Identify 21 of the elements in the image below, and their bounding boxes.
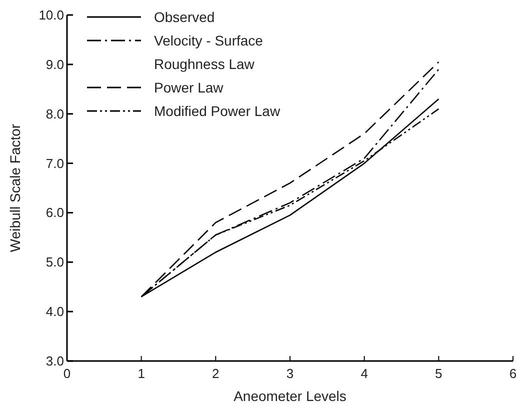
y-tick-label: 3.0 bbox=[46, 354, 64, 368]
y-axis-title: Weibull Scale Factor bbox=[7, 124, 23, 252]
legend-label: Velocity - Surface Roughness Law bbox=[154, 32, 264, 72]
x-tick-label: 3 bbox=[286, 366, 294, 381]
x-tick-label: 0 bbox=[63, 366, 71, 381]
legend-label: Modified Power Law bbox=[154, 103, 281, 119]
x-tick-label: 4 bbox=[360, 366, 368, 381]
x-tick-label: 6 bbox=[509, 366, 517, 381]
legend-label: Observed bbox=[154, 9, 215, 25]
x-tick-label: 1 bbox=[138, 366, 145, 381]
y-tick-label: 10.0 bbox=[38, 8, 64, 22]
y-tick-label: 7.0 bbox=[46, 156, 64, 171]
y-tick-label: 4.0 bbox=[46, 304, 64, 320]
x-tick-label: 5 bbox=[435, 366, 442, 381]
y-tick-label: 6.0 bbox=[46, 205, 64, 220]
y-tick-label: 5.0 bbox=[46, 254, 64, 270]
x-tick-label: 2 bbox=[212, 366, 220, 381]
legend-label: Power Law bbox=[154, 80, 224, 96]
y-tick-label: 8.0 bbox=[46, 106, 64, 122]
x-axis-title: Aneometer Levels bbox=[234, 388, 346, 404]
y-tick-label: 9.0 bbox=[46, 56, 64, 72]
